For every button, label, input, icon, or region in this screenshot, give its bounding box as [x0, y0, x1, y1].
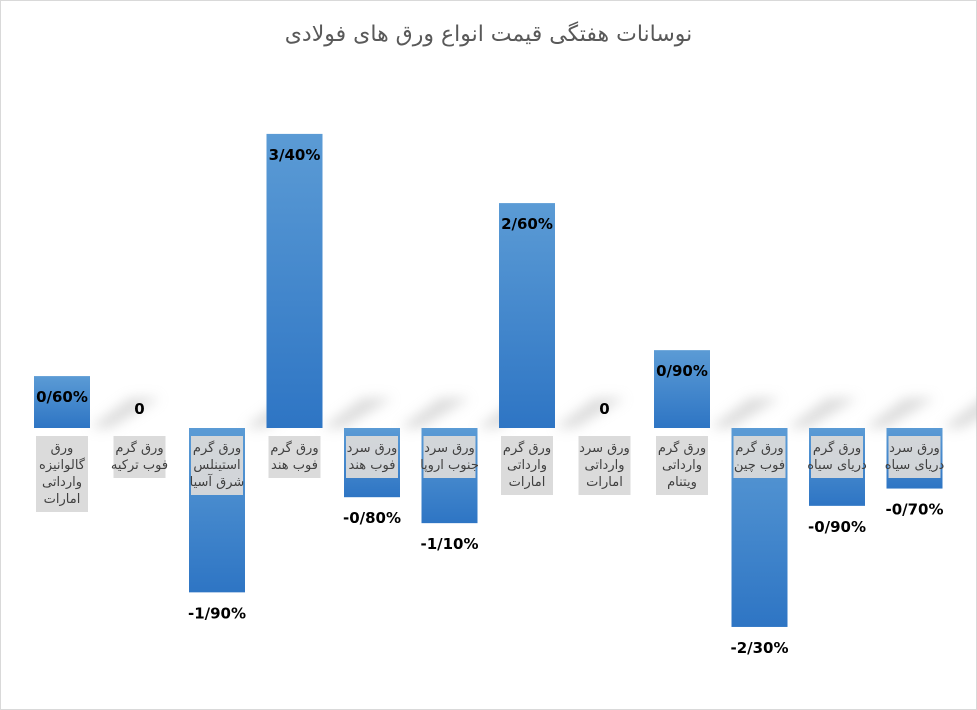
data-label: 0: [599, 400, 609, 418]
category-label-box: [501, 436, 553, 495]
bar-shadow: [865, 398, 935, 428]
data-label: 0: [134, 400, 144, 418]
bar-shadow: [322, 398, 393, 428]
bar-shadow: [787, 398, 858, 428]
category-label-box: [811, 436, 863, 478]
category-label: ورق سرد وارداتی امارات: [579, 441, 630, 490]
bar-shadow: [555, 398, 625, 428]
category-label-box: [36, 436, 88, 512]
category-label: ورق گرم وارداتی ویتنام: [658, 440, 706, 490]
bar-shadow: [710, 398, 780, 428]
chart-title: نوسانات هفتگی قیمت انواع ورق های فولادی: [284, 22, 693, 47]
data-label: -0/70%: [885, 501, 943, 519]
category-label: ورق سرد دریای سیاه: [885, 441, 945, 473]
category-label-box: [191, 436, 243, 495]
data-label: 0/90%: [656, 362, 708, 380]
data-label: -0/80%: [343, 509, 401, 527]
category-label-box: [346, 436, 398, 478]
data-label: -0/90%: [808, 518, 866, 536]
category-label-box: [268, 436, 321, 478]
category-label-box: [578, 436, 631, 495]
category-label: ورق گرم دریای سیاه: [807, 440, 867, 473]
bar: [266, 133, 323, 428]
category-label-box: [423, 436, 476, 478]
category-label: ورق سرد جنوب اروپا: [420, 441, 479, 473]
data-label: -1/10%: [420, 535, 478, 553]
category-label-box: [733, 436, 786, 478]
bar-shadow: [90, 398, 160, 428]
category-label-box: [113, 436, 166, 478]
data-label: 3/40%: [269, 146, 321, 164]
data-label: -1/90%: [188, 604, 246, 622]
data-label: 0/60%: [36, 388, 88, 406]
category-label: ورق گرم استینلس شرق آسیا: [190, 440, 245, 490]
category-label: ورق گرم فوب چین: [734, 440, 785, 473]
bar-shadow: [400, 398, 470, 428]
data-label: -2/30%: [730, 639, 788, 657]
category-label: ورق گالوانیزه وارداتی امارات: [39, 441, 86, 507]
bar-shadow: [942, 402, 977, 428]
category-label: ورق گرم وارداتی امارات: [503, 440, 551, 490]
category-label: ورق سرد فوب هند: [347, 441, 398, 473]
bar: [34, 376, 90, 428]
data-label: 2/60%: [501, 215, 553, 233]
category-label-box: [656, 436, 708, 495]
category-label-box: [888, 436, 941, 478]
category-label: ورق گرم فوب ترکیه: [111, 440, 168, 473]
category-label: ورق گرم فوب هند: [270, 440, 318, 473]
bar: [654, 350, 710, 428]
bar: [499, 203, 555, 428]
